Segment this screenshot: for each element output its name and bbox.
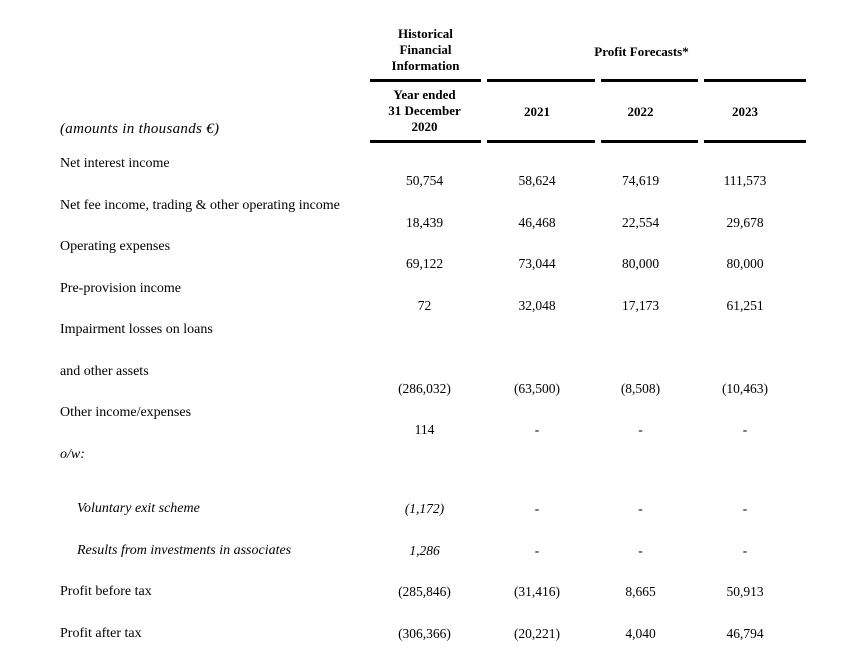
cell-value-2023: (10,463)	[721, 380, 769, 396]
cell-value-2021: -	[534, 501, 540, 516]
rule-segment	[704, 79, 806, 82]
table-row: Net fee income, trading & other operatin…	[0, 198, 853, 240]
cell-value-2022: 17,173	[621, 297, 660, 313]
cell-value-2020: (306,366)	[398, 625, 451, 641]
cell-value-2022: 4,040	[625, 625, 656, 641]
units-note: (amounts in thousands €)	[60, 121, 220, 137]
row-label: Net interest income	[60, 156, 170, 171]
group-header-historical: Historical Financial Information	[391, 26, 460, 73]
cell-value-2020: 50,754	[405, 173, 444, 188]
cell-value-2021: 32,048	[518, 297, 556, 313]
cell-value-2022: (8,508)	[620, 380, 661, 396]
rule-segment	[370, 79, 481, 82]
row-label: and other assets	[60, 363, 149, 379]
table-body: Net interest income 50,754 58,624 74,619…	[0, 142, 853, 661]
rule-segment	[601, 79, 698, 82]
column-header-2023: 2023	[732, 104, 758, 119]
cell-value-2021: -	[534, 422, 540, 437]
cell-value-2020: 114	[414, 422, 435, 437]
rule-segment	[601, 140, 698, 143]
table-row: and other assets (286,032) (63,500) (8,5…	[0, 364, 853, 406]
column-header-2022: 2022	[627, 104, 654, 119]
cell-value-2022: 8,665	[625, 584, 656, 599]
rule-segment	[704, 140, 806, 143]
row-label: Profit before tax	[60, 584, 152, 599]
cell-value-2023: 80,000	[726, 256, 764, 271]
cell-value-2023: -	[742, 422, 748, 437]
table-row: Other income/expenses 114 - - -	[0, 405, 853, 447]
table-row: Net interest income 50,754 58,624 74,619…	[0, 156, 853, 198]
cell-value-2022: -	[638, 542, 643, 558]
cell-value-2023: 29,678	[726, 214, 764, 230]
cell-value-2021: -	[534, 542, 540, 558]
cell-value-2023: -	[742, 542, 748, 558]
row-label: Impairment losses on loans	[60, 322, 213, 337]
cell-value-2020: 1,286	[409, 542, 440, 558]
cell-value-2022: 74,619	[621, 173, 660, 188]
cell-value-2020: 72	[417, 297, 432, 313]
cell-value-2022: 22,554	[621, 214, 660, 230]
cell-value-2021: 46,468	[518, 214, 556, 230]
cell-value-2021: 73,044	[518, 256, 556, 271]
rule-segment	[487, 140, 595, 143]
row-label: Operating expenses	[60, 239, 171, 254]
table-row: Impairment losses on loans	[0, 322, 853, 364]
column-header-2020: Year ended 31 December 2020	[388, 87, 461, 134]
row-label: Pre-provision income	[60, 280, 181, 296]
table-row: Profit after tax (306,366) (20,221) 4,04…	[0, 626, 853, 661]
cell-value-2020: (1,172)	[404, 501, 445, 516]
cell-value-2021: 58,624	[518, 173, 556, 188]
column-header-2021: 2021	[524, 104, 550, 119]
cell-value-2020: (285,846)	[398, 584, 451, 599]
cell-value-2020: 69,122	[405, 256, 444, 271]
cell-value-2020: (286,032)	[398, 380, 451, 396]
cell-value-2022: 80,000	[621, 256, 660, 271]
cell-value-2021: (20,221)	[513, 625, 561, 641]
cell-value-2023: 61,251	[726, 297, 764, 313]
table-row: Pre-provision income 72 32,048 17,173 61…	[0, 281, 853, 323]
cell-value-2023: 46,794	[726, 625, 764, 641]
cell-value-2023: 50,913	[726, 584, 764, 599]
cell-value-2021: (31,416)	[513, 584, 561, 599]
cell-value-2021: (63,500)	[513, 380, 561, 396]
cell-value-2022: -	[638, 501, 643, 516]
row-label: Other income/expenses	[60, 405, 192, 420]
group-header-forecasts: Profit Forecasts*	[594, 44, 689, 59]
row-label: Profit after tax	[60, 625, 142, 641]
table-row: Profit before tax (285,846) (31,416) 8,6…	[0, 584, 853, 626]
cell-value-2020: 18,439	[405, 214, 444, 230]
cell-value-2023: -	[742, 501, 748, 516]
table-row: o/w:	[0, 447, 853, 489]
cell-value-2022: -	[638, 422, 643, 437]
table-row: Operating expenses 69,122 73,044 80,000 …	[0, 239, 853, 281]
row-label: Net fee income, trading & other operatin…	[60, 197, 340, 213]
rule-segment	[370, 140, 481, 143]
row-label: Results from investments in associates	[77, 542, 292, 558]
table-row: Results from investments in associates 1…	[0, 543, 853, 585]
row-label: Voluntary exit scheme	[77, 501, 200, 516]
rule-segment	[487, 79, 595, 82]
row-label: o/w:	[60, 446, 85, 462]
cell-value-2023: 111,573	[723, 173, 767, 188]
table-row: Voluntary exit scheme (1,172) - - -	[0, 501, 853, 543]
